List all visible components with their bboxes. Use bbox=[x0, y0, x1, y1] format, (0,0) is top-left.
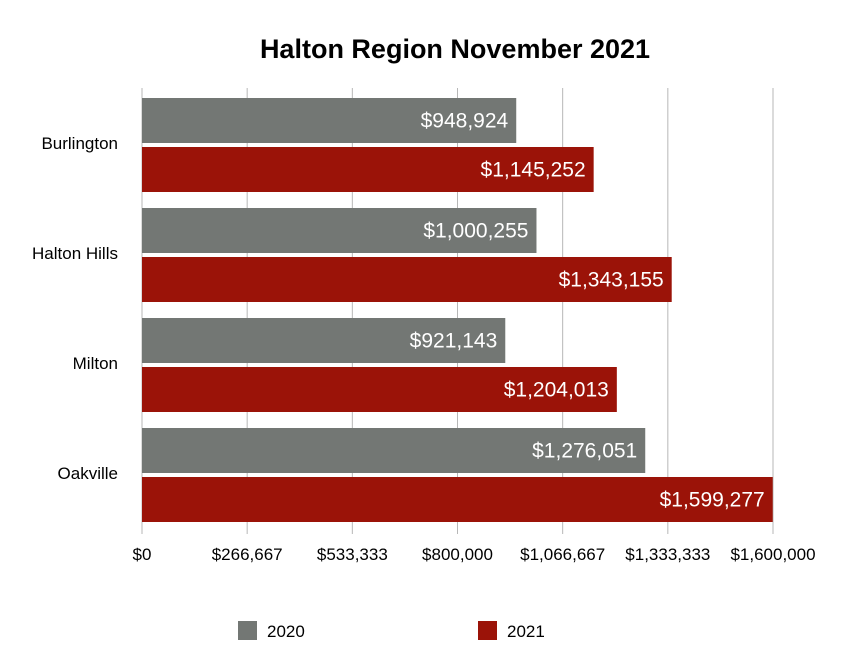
bar-2020-1 bbox=[142, 208, 537, 253]
x-tick-label: $800,000 bbox=[422, 545, 493, 564]
data-label: $948,924 bbox=[421, 110, 509, 133]
category-label: Halton Hills bbox=[32, 244, 118, 263]
data-label: $1,204,013 bbox=[504, 379, 609, 402]
data-label: $1,343,155 bbox=[559, 269, 664, 292]
category-label: Milton bbox=[73, 354, 118, 373]
data-label: $1,000,255 bbox=[423, 220, 528, 243]
bars: $948,924 $1,145,252 $1,000,255 $1,343,155 $9… bbox=[142, 98, 773, 522]
legend: 2020 2021 bbox=[238, 621, 545, 641]
bar-2021-1 bbox=[142, 257, 672, 302]
x-tick-label: $533,333 bbox=[317, 545, 388, 564]
legend-label: 2020 bbox=[267, 622, 305, 641]
category-labels: Burlington Halton Hills Milton Oakville bbox=[32, 134, 118, 483]
legend-swatch-2021 bbox=[478, 621, 497, 640]
x-tick-label: $1,600,000 bbox=[730, 545, 815, 564]
data-label: $1,145,252 bbox=[481, 159, 586, 182]
chart-title: Halton Region November 2021 bbox=[260, 34, 650, 64]
bar-2021-2 bbox=[142, 367, 617, 412]
data-label: $1,276,051 bbox=[532, 440, 637, 463]
x-tick-label: $1,333,333 bbox=[625, 545, 710, 564]
x-tick-label: $0 bbox=[133, 545, 152, 564]
bar-2021-0 bbox=[142, 147, 594, 192]
x-axis-tick-labels: $0 $266,667 $533,333 $800,000 $1,066,667 $1,3… bbox=[133, 545, 816, 564]
data-label: $1,599,277 bbox=[660, 489, 765, 512]
category-label: Oakville bbox=[58, 464, 118, 483]
bar-2021-3 bbox=[142, 477, 773, 522]
legend-label: 2021 bbox=[507, 622, 545, 641]
legend-swatch-2020 bbox=[238, 621, 257, 640]
x-tick-label: $266,667 bbox=[212, 545, 283, 564]
bar-2020-0 bbox=[142, 98, 517, 143]
data-label: $921,143 bbox=[410, 330, 498, 353]
x-tick-label: $1,066,667 bbox=[520, 545, 605, 564]
bar-2020-3 bbox=[142, 428, 646, 473]
category-label: Burlington bbox=[41, 134, 118, 153]
bar-2020-2 bbox=[142, 318, 506, 363]
